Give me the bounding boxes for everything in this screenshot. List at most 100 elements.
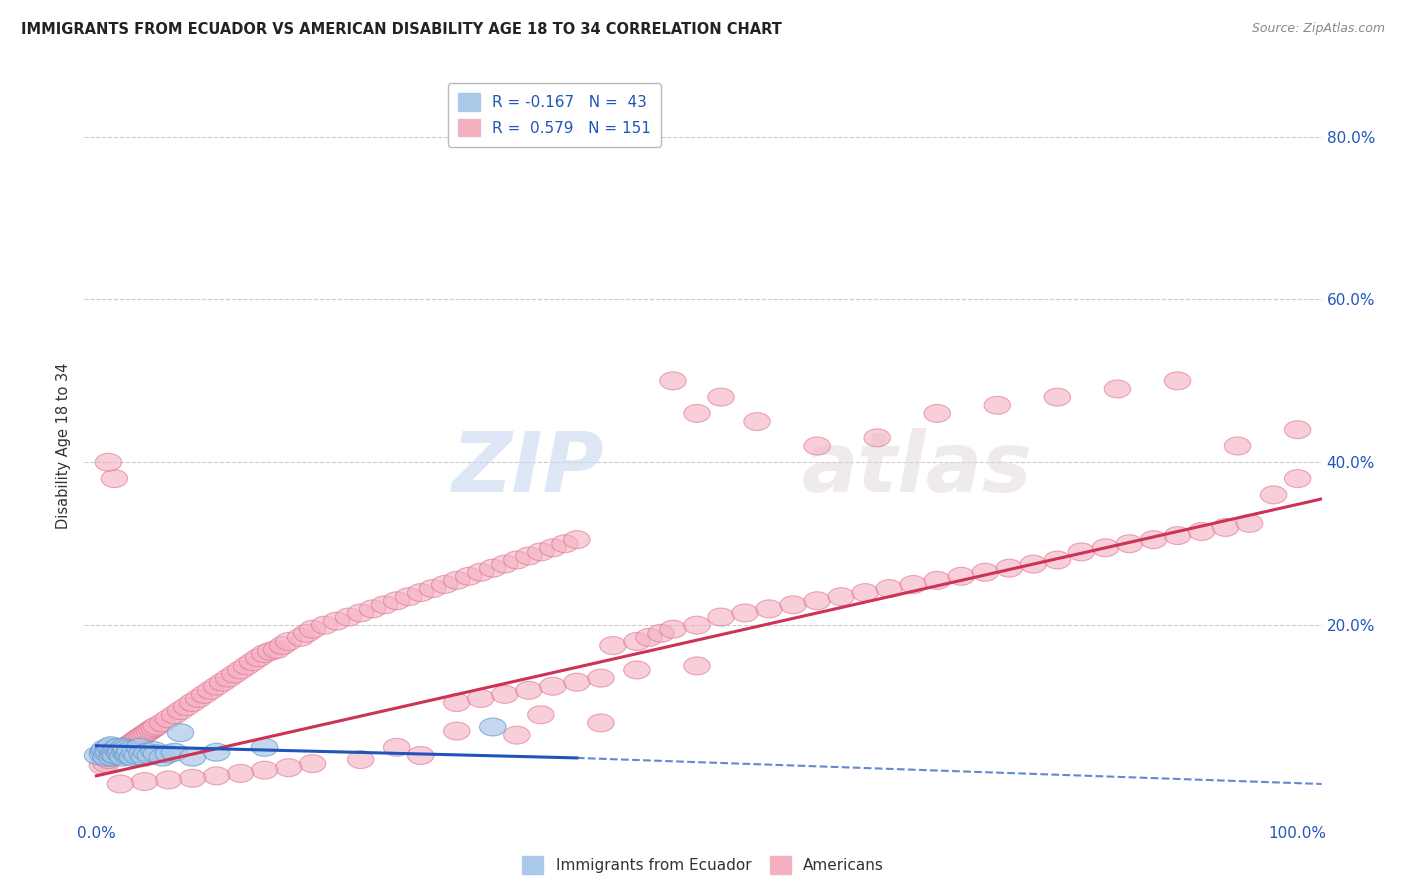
Ellipse shape (89, 756, 115, 774)
Ellipse shape (516, 547, 543, 565)
Ellipse shape (683, 616, 710, 634)
Ellipse shape (162, 743, 187, 761)
Ellipse shape (1021, 555, 1046, 573)
Ellipse shape (468, 563, 494, 582)
Ellipse shape (347, 604, 374, 622)
Legend: R = -0.167   N =  43, R =  0.579   N = 151: R = -0.167 N = 43, R = 0.579 N = 151 (447, 83, 661, 147)
Ellipse shape (804, 591, 831, 610)
Ellipse shape (624, 661, 650, 679)
Ellipse shape (564, 673, 591, 691)
Ellipse shape (252, 645, 278, 663)
Ellipse shape (93, 755, 120, 772)
Ellipse shape (204, 743, 229, 761)
Ellipse shape (683, 404, 710, 423)
Ellipse shape (503, 726, 530, 744)
Ellipse shape (299, 620, 326, 638)
Ellipse shape (124, 747, 150, 764)
Ellipse shape (167, 723, 194, 741)
Ellipse shape (110, 748, 136, 766)
Ellipse shape (239, 653, 266, 671)
Ellipse shape (419, 580, 446, 598)
Y-axis label: Disability Age 18 to 34: Disability Age 18 to 34 (56, 363, 72, 529)
Ellipse shape (197, 681, 224, 699)
Ellipse shape (287, 629, 314, 647)
Ellipse shape (323, 612, 350, 630)
Ellipse shape (1069, 543, 1095, 561)
Ellipse shape (121, 743, 148, 761)
Ellipse shape (516, 681, 543, 699)
Ellipse shape (186, 690, 212, 707)
Ellipse shape (138, 721, 165, 739)
Ellipse shape (299, 755, 326, 772)
Ellipse shape (659, 620, 686, 638)
Ellipse shape (96, 750, 121, 769)
Ellipse shape (233, 657, 260, 675)
Ellipse shape (149, 714, 176, 731)
Legend: Immigrants from Ecuador, Americans: Immigrants from Ecuador, Americans (516, 850, 890, 880)
Ellipse shape (443, 723, 470, 740)
Ellipse shape (1092, 539, 1119, 557)
Ellipse shape (995, 559, 1022, 577)
Ellipse shape (503, 551, 530, 569)
Ellipse shape (659, 372, 686, 390)
Ellipse shape (100, 745, 127, 763)
Ellipse shape (468, 690, 494, 707)
Ellipse shape (263, 640, 290, 658)
Ellipse shape (1188, 523, 1215, 541)
Ellipse shape (179, 694, 205, 712)
Ellipse shape (294, 624, 319, 642)
Ellipse shape (221, 665, 247, 683)
Ellipse shape (540, 539, 567, 557)
Ellipse shape (1236, 515, 1263, 533)
Ellipse shape (252, 761, 278, 779)
Ellipse shape (97, 739, 122, 756)
Ellipse shape (167, 702, 194, 720)
Ellipse shape (479, 718, 506, 736)
Ellipse shape (636, 629, 662, 647)
Ellipse shape (155, 710, 181, 728)
Ellipse shape (564, 531, 591, 549)
Ellipse shape (828, 588, 855, 606)
Ellipse shape (336, 608, 361, 626)
Ellipse shape (984, 396, 1011, 414)
Ellipse shape (111, 739, 138, 756)
Ellipse shape (432, 575, 458, 593)
Ellipse shape (120, 748, 146, 766)
Ellipse shape (143, 717, 170, 735)
Ellipse shape (707, 388, 734, 406)
Ellipse shape (527, 543, 554, 561)
Ellipse shape (1164, 526, 1191, 544)
Ellipse shape (756, 600, 782, 618)
Ellipse shape (117, 741, 143, 760)
Ellipse shape (479, 559, 506, 577)
Ellipse shape (624, 632, 650, 650)
Ellipse shape (121, 731, 148, 750)
Ellipse shape (124, 731, 150, 748)
Ellipse shape (252, 739, 278, 756)
Ellipse shape (900, 575, 927, 593)
Ellipse shape (347, 750, 374, 769)
Ellipse shape (107, 741, 134, 760)
Ellipse shape (141, 719, 167, 737)
Ellipse shape (204, 677, 229, 695)
Ellipse shape (492, 555, 517, 573)
Ellipse shape (209, 673, 236, 691)
Ellipse shape (107, 775, 134, 793)
Ellipse shape (551, 535, 578, 553)
Ellipse shape (107, 745, 134, 763)
Ellipse shape (733, 604, 758, 622)
Ellipse shape (105, 739, 131, 756)
Ellipse shape (110, 740, 136, 758)
Ellipse shape (112, 739, 138, 756)
Ellipse shape (104, 740, 129, 758)
Ellipse shape (360, 600, 385, 618)
Ellipse shape (443, 572, 470, 590)
Ellipse shape (527, 706, 554, 723)
Ellipse shape (129, 727, 155, 745)
Ellipse shape (117, 735, 143, 753)
Ellipse shape (492, 685, 517, 704)
Ellipse shape (179, 748, 205, 766)
Ellipse shape (780, 596, 806, 614)
Ellipse shape (103, 747, 129, 764)
Ellipse shape (131, 772, 157, 790)
